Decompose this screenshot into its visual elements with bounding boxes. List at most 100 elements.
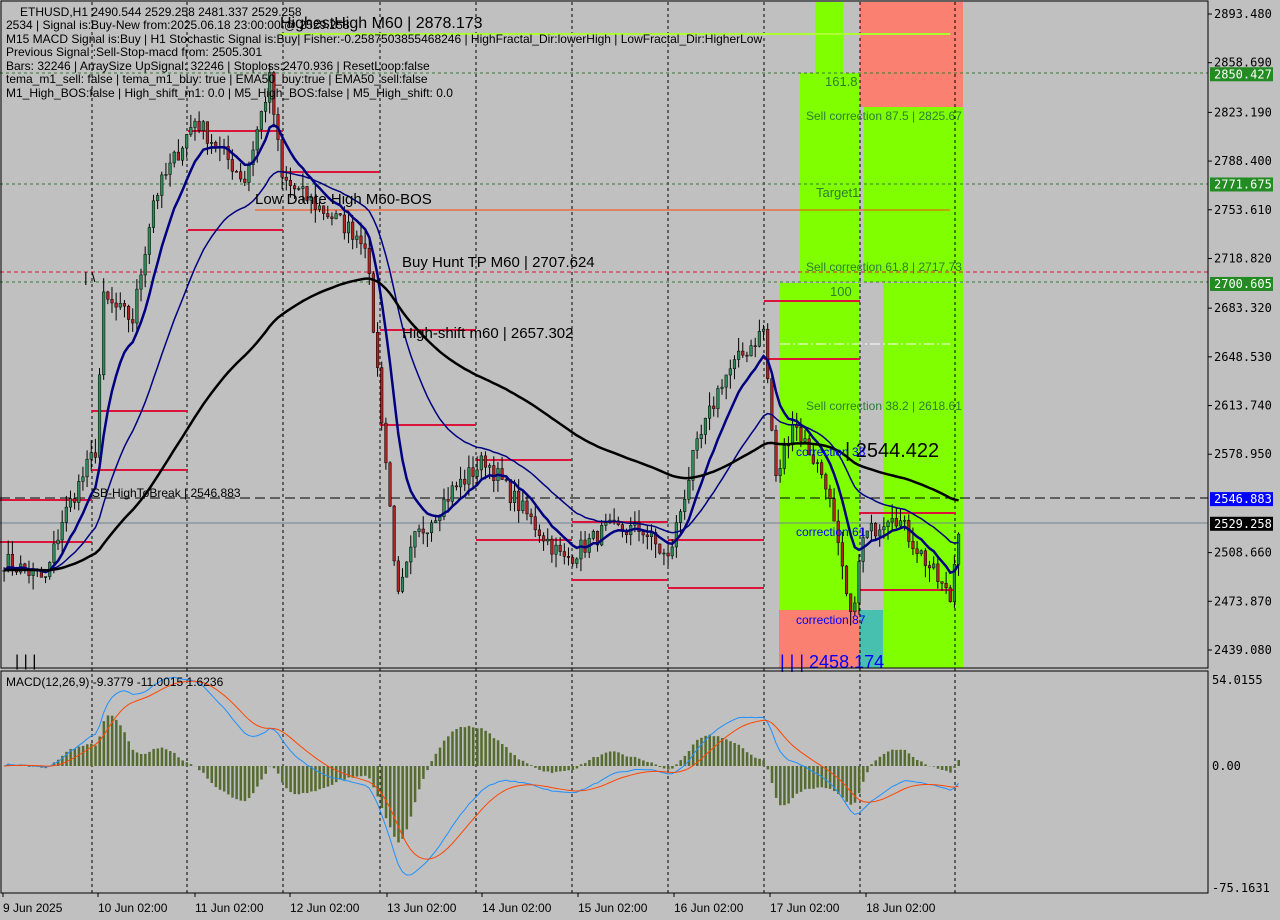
candle-body	[550, 538, 554, 555]
price-tag-label: 2771.675	[1214, 177, 1272, 191]
macd-label: MACD(12,26,9) -9.3779 -11.0015 1.6236	[6, 675, 224, 689]
macd-histogram-bar	[281, 766, 284, 783]
macd-histogram-bar	[463, 727, 467, 766]
macd-histogram-bar	[442, 740, 446, 766]
macd-histogram-bar	[459, 726, 462, 766]
macd-histogram-bar	[422, 766, 425, 779]
macd-histogram-bar	[451, 731, 454, 766]
macd-histogram-bar	[546, 766, 550, 772]
candle-body	[450, 485, 454, 502]
candle-body	[512, 490, 517, 503]
candle-body	[641, 531, 645, 536]
macd-histogram-bar	[492, 738, 496, 766]
candle-body	[724, 374, 728, 388]
candle-body	[927, 565, 932, 569]
zone-teal	[859, 610, 883, 668]
macd-histogram-bar	[899, 749, 902, 766]
macd-histogram-bar	[584, 763, 587, 766]
sell-618-label: Sell correction 61.8 | 2717.73	[806, 260, 962, 274]
candle-body	[894, 518, 898, 527]
candle-body	[467, 467, 471, 485]
candle-body	[421, 528, 425, 534]
macd-tick-label: 0.00	[1212, 759, 1241, 773]
macd-histogram-bar	[110, 715, 114, 766]
macd-histogram-bar	[637, 758, 641, 766]
candle-body	[695, 438, 699, 451]
candle-body	[741, 350, 745, 356]
macd-histogram-bar	[716, 736, 720, 766]
macd-histogram-bar	[799, 766, 803, 792]
macd-histogram-bar	[501, 744, 504, 766]
candle-body	[940, 581, 944, 584]
macd-histogram-bar	[783, 766, 786, 806]
candle-body	[156, 195, 160, 202]
macd-histogram-bar	[318, 766, 321, 790]
macd-indicator	[3, 676, 960, 876]
macd-histogram-bar	[505, 747, 508, 766]
candle-body	[297, 188, 301, 190]
candle-body	[151, 200, 156, 228]
ema-fast-line	[3, 123, 960, 575]
candle-body	[334, 213, 338, 219]
price-tick-label: 2823.190	[1214, 105, 1272, 119]
time-axis[interactable]: 9 Jun 2025 10 Jun 02:00 11 Jun 02:00 12 Jun…	[2, 893, 936, 915]
candle-body	[77, 481, 81, 503]
candle-body	[820, 462, 824, 475]
candle-body	[97, 374, 102, 458]
candle-body	[330, 216, 334, 219]
macd-histogram-bar	[808, 766, 811, 789]
price-tick-label: 2578.950	[1214, 447, 1272, 461]
macd-histogram-bar	[418, 766, 421, 790]
macd-histogram-bar	[642, 760, 645, 766]
macd-histogram-bar	[588, 760, 591, 766]
macd-histogram-bar	[148, 751, 151, 766]
candle-body	[247, 164, 251, 183]
macd-histogram-bar	[758, 758, 761, 766]
time-tick-label: 10 Jun 02:00	[98, 901, 168, 915]
candle-body	[774, 429, 778, 476]
macd-histogram-bar	[949, 766, 952, 773]
candle-body	[712, 405, 716, 409]
zone-green	[864, 107, 963, 282]
zone-green	[800, 73, 860, 282]
time-tick-label: 15 Jun 02:00	[578, 901, 648, 915]
candle-body	[666, 552, 670, 557]
macd-histogram-bar	[131, 749, 135, 766]
candle-body	[89, 452, 93, 460]
macd-histogram-bar	[621, 754, 624, 766]
candle-body	[732, 359, 737, 370]
macd-histogram-bar	[733, 742, 736, 766]
macd-histogram-bar	[604, 752, 608, 766]
macd-histogram-bar	[301, 766, 305, 793]
macd-histogram-bar	[430, 761, 433, 766]
macd-histogram-bar	[343, 766, 346, 780]
macd-histogram-bar	[480, 728, 483, 766]
price-axis[interactable]: 2893.480 2858.690 2823.190 2788.400 2753.610…	[1208, 7, 1273, 895]
macd-histogram-bar	[106, 715, 110, 766]
candle-body	[840, 542, 844, 567]
macd-histogram-bar	[476, 728, 479, 766]
macd-histogram-bar	[127, 741, 130, 766]
candle-body	[263, 101, 268, 112]
macd-histogram-bar	[700, 737, 703, 766]
macd-histogram-bar	[862, 766, 865, 782]
macd-histogram-bar	[741, 748, 745, 766]
sell-875-label: Sell correction 87.5 | 2825.67	[806, 109, 962, 123]
macd-histogram-bar	[554, 766, 558, 772]
macd-histogram-bar	[202, 766, 205, 773]
macd-histogram-bar	[953, 766, 956, 768]
candle-body	[832, 498, 836, 522]
macd-histogram-bar	[260, 766, 263, 780]
price-tag	[1210, 492, 1273, 507]
macd-histogram-bar	[803, 766, 807, 790]
macd-histogram-bar	[181, 760, 184, 766]
candle-body	[542, 535, 546, 542]
candle-body	[878, 529, 882, 537]
macd-histogram-bar	[509, 752, 512, 766]
macd-histogram-bar	[613, 751, 616, 766]
candle-body	[376, 332, 380, 368]
candle-body	[488, 465, 492, 468]
candle-body	[81, 476, 85, 482]
correction-61-label: correction 61	[796, 525, 866, 539]
